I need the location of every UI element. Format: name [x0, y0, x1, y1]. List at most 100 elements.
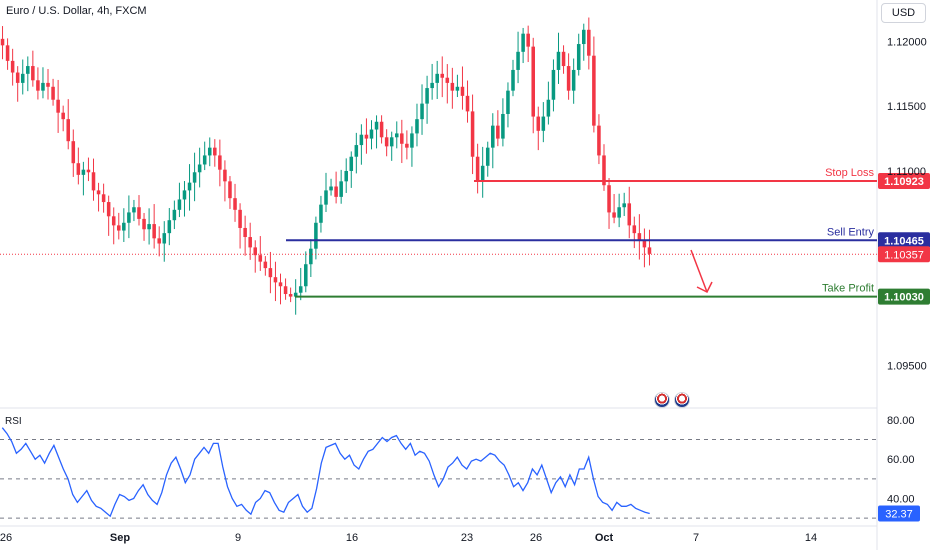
candle-body — [430, 82, 434, 89]
level-label: Stop Loss — [825, 167, 874, 179]
candle-body — [162, 233, 167, 244]
rsi-line — [1, 427, 650, 518]
candle-body — [485, 147, 490, 166]
rsi-pane — [0, 427, 877, 519]
time-tick-label: 26 — [0, 532, 12, 544]
candle-body — [334, 186, 338, 197]
candle-body — [283, 286, 288, 295]
candle-body — [298, 286, 303, 293]
candle-body — [71, 141, 76, 164]
candle-body — [66, 119, 71, 142]
candle-body — [329, 186, 333, 191]
price-tick-label: 1.11500 — [887, 101, 926, 113]
candle-body — [516, 51, 520, 70]
candle-body — [122, 222, 126, 231]
candle-body — [637, 233, 642, 240]
chart-title: Euro / U.S. Dollar, 4h, FXCM — [6, 5, 147, 17]
time-tick-label: 14 — [805, 532, 817, 544]
candle-body — [612, 212, 616, 218]
price-tag-value: 1.10923 — [884, 176, 924, 188]
candle-body — [642, 239, 647, 248]
candle-body — [374, 121, 379, 130]
candle-body — [10, 60, 15, 73]
candle-body — [647, 247, 652, 254]
us-flag-icon[interactable] — [674, 392, 690, 408]
trade-levels: Stop Loss 1.10923 Sell Entry 1.10465 Take Pr… — [0, 167, 930, 305]
candle-body — [319, 204, 323, 223]
candle-body — [546, 99, 551, 117]
price-tag — [878, 288, 930, 305]
candle-body — [258, 255, 263, 262]
candle-body — [157, 238, 161, 244]
candle-body — [475, 156, 480, 182]
candle-body — [460, 86, 465, 96]
candle-body — [420, 103, 424, 120]
rsi-label: RSI — [5, 416, 22, 427]
candle-body — [278, 282, 283, 287]
candle-body — [56, 99, 60, 113]
candle-body — [496, 125, 500, 139]
price-tag — [878, 172, 930, 189]
candle-body — [147, 224, 151, 230]
candle-body — [197, 164, 202, 173]
currency-button[interactable]: USD — [881, 3, 926, 23]
candle-body — [405, 143, 409, 148]
candlestick-series — [0, 17, 652, 315]
price-tag — [878, 232, 930, 249]
candle-body — [607, 185, 611, 213]
candle-body — [526, 33, 530, 47]
candle-body — [106, 202, 111, 217]
candle-body — [425, 88, 429, 104]
candle-body — [101, 194, 106, 203]
time-tick-label: 7 — [693, 532, 699, 544]
candle-body — [511, 69, 515, 91]
price-tag-value: 1.10465 — [884, 235, 924, 247]
candle-body — [253, 247, 258, 256]
candle-body — [192, 172, 197, 183]
candle-body — [394, 133, 399, 138]
candle-body — [450, 82, 455, 91]
candle-body — [81, 169, 86, 175]
candle-body — [364, 134, 369, 139]
candle-body — [202, 155, 207, 165]
candle-body — [117, 225, 121, 231]
candle-body — [172, 209, 177, 221]
candle-body — [536, 116, 541, 131]
time-tick-label: 9 — [235, 532, 241, 544]
price-tick-label: 1.11000 — [887, 166, 926, 178]
rsi-value-tag — [878, 505, 920, 522]
candle-body — [491, 125, 495, 148]
candle-body — [132, 207, 136, 213]
candle-body — [400, 133, 404, 144]
candle-body — [127, 212, 131, 223]
candle-body — [152, 224, 156, 239]
candle-body — [182, 190, 187, 200]
candle-body — [187, 182, 192, 191]
candle-body — [36, 80, 40, 91]
time-tick-label: Oct — [595, 532, 614, 544]
candle-body — [632, 225, 637, 234]
price-axis[interactable]: 1.12000 1.11500 1.11000 1.09500 80.00 60.00 40… — [878, 36, 927, 522]
rsi-tick-label: 60.00 — [887, 454, 915, 466]
candle-body — [218, 155, 222, 170]
price-tag — [878, 246, 930, 263]
candle-body — [86, 169, 91, 173]
candle-body — [410, 133, 414, 148]
us-flag-icon[interactable] — [654, 392, 670, 408]
time-tick-label: 16 — [346, 532, 358, 544]
time-axis[interactable]: 26 Sep 9 16 23 26 Oct 7 14 — [0, 532, 817, 544]
candle-body — [597, 125, 601, 156]
candle-body — [379, 121, 384, 138]
candle-body — [5, 45, 10, 61]
candle-body — [627, 203, 632, 226]
candle-body — [61, 112, 65, 120]
candle-body — [344, 170, 348, 182]
price-tick-label: 1.09500 — [887, 360, 927, 372]
candle-body — [324, 190, 328, 205]
candle-body — [566, 66, 571, 91]
candle-body — [76, 163, 81, 175]
candle-body — [521, 33, 525, 52]
current-price-value: 1.10357 — [884, 249, 924, 261]
candle-body — [167, 220, 172, 234]
